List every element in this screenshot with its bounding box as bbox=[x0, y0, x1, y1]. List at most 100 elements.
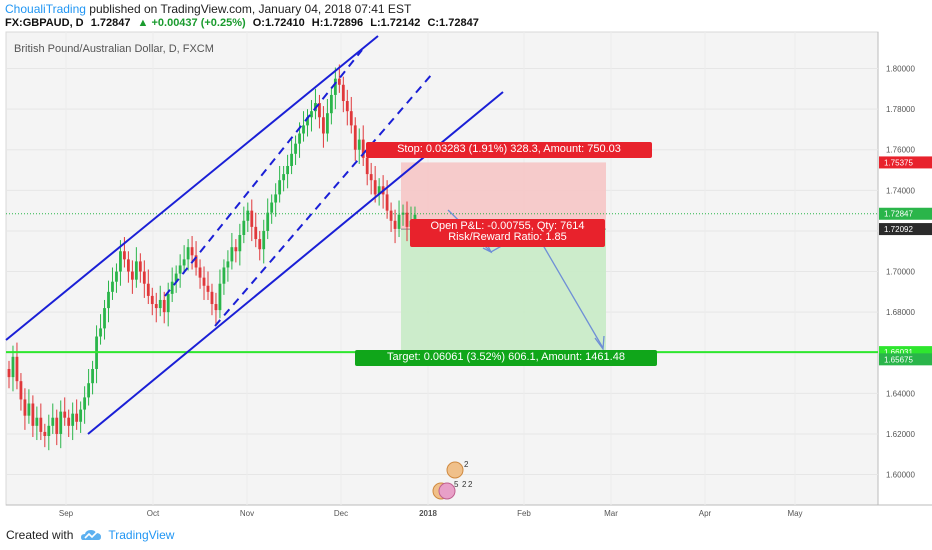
candle-body bbox=[35, 417, 39, 426]
candle-body bbox=[51, 417, 55, 426]
price-chart[interactable]: British Pound/Australian Dollar, D, FXCM… bbox=[0, 0, 932, 522]
candle-body bbox=[75, 413, 79, 422]
candle-body bbox=[326, 113, 329, 134]
candle-body bbox=[306, 117, 309, 126]
candle-body bbox=[345, 101, 349, 112]
candle-body bbox=[349, 111, 353, 126]
candle-body bbox=[318, 103, 321, 118]
x-tick-label: 2018 bbox=[419, 509, 437, 518]
symbol-label: FX:GBPAUD, D bbox=[5, 17, 84, 29]
candle-body bbox=[389, 210, 393, 221]
candle-body bbox=[238, 235, 242, 252]
candle-body bbox=[194, 255, 198, 268]
y-tick-label: 1.60000 bbox=[886, 471, 915, 480]
candle-body bbox=[111, 281, 114, 292]
candle-body bbox=[107, 291, 110, 309]
candle-body bbox=[67, 417, 71, 426]
candle-body bbox=[397, 214, 401, 229]
candle-body bbox=[286, 165, 289, 175]
candle-body bbox=[214, 304, 218, 311]
candle-body bbox=[310, 111, 313, 118]
projection-arrowhead bbox=[594, 335, 605, 351]
candle-body bbox=[413, 214, 417, 221]
candle-body bbox=[230, 247, 234, 262]
price-badge-label: 1.65675 bbox=[884, 355, 913, 364]
candle-body bbox=[290, 153, 293, 166]
y-tick-label: 1.62000 bbox=[886, 430, 915, 439]
candle-body bbox=[138, 261, 142, 272]
candle-body bbox=[15, 356, 19, 382]
x-tick-label: Sep bbox=[59, 509, 74, 518]
candle-body bbox=[182, 259, 186, 266]
candle-body bbox=[365, 157, 369, 175]
candle-body bbox=[123, 251, 126, 260]
candle-body bbox=[55, 417, 59, 434]
symbol-ohlc-line: FX:GBPAUD, D 1.72847 ▲ +0.00437 (+0.25%)… bbox=[5, 17, 479, 29]
candle-body bbox=[39, 417, 43, 432]
candle-body bbox=[222, 267, 226, 284]
candle-body bbox=[127, 259, 130, 272]
candle-body bbox=[250, 210, 254, 227]
candle-body bbox=[154, 304, 158, 309]
candle-body bbox=[91, 368, 94, 384]
price-badge-label: 1.75375 bbox=[884, 158, 913, 167]
candle-body bbox=[23, 399, 27, 416]
price-badge bbox=[879, 223, 932, 236]
x-tick-label: May bbox=[787, 509, 802, 518]
candle-body bbox=[202, 277, 206, 286]
candle-body bbox=[373, 180, 377, 195]
candle-body bbox=[282, 174, 286, 181]
candle-body bbox=[258, 239, 262, 250]
candle-body bbox=[190, 247, 194, 256]
candle-body bbox=[294, 143, 297, 154]
y-tick-label: 1.70000 bbox=[886, 268, 915, 277]
candle-body bbox=[278, 180, 282, 195]
candle-body bbox=[158, 299, 162, 309]
candle-body bbox=[31, 403, 35, 426]
stop-label: Stop: 0.03283 (1.91%) 328.3, Amount: 750… bbox=[397, 143, 621, 155]
candle-body bbox=[7, 368, 11, 378]
price-change: ▲ +0.00437 (+0.25%) bbox=[137, 17, 246, 29]
candle-body bbox=[71, 413, 75, 426]
candle-body bbox=[150, 295, 154, 305]
y-tick-label: 1.80000 bbox=[886, 65, 915, 74]
y-tick-label: 1.76000 bbox=[886, 146, 915, 155]
channel-mid-upper-dashed bbox=[164, 49, 363, 297]
candle-body bbox=[19, 381, 23, 400]
channel-upper-line bbox=[5, 35, 379, 341]
candle-body bbox=[246, 210, 250, 221]
price-badge-label: 1.72092 bbox=[884, 225, 913, 234]
target-label: Target: 0.06061 (3.52%) 606.1, Amount: 1… bbox=[387, 351, 625, 363]
candle-body bbox=[103, 308, 106, 329]
candle-body bbox=[298, 133, 301, 144]
x-tick-label: Mar bbox=[604, 509, 618, 518]
candle-body bbox=[242, 220, 246, 236]
footer: Created with TradingView bbox=[6, 528, 174, 542]
candle-body bbox=[377, 186, 381, 195]
event-flag-icon bbox=[438, 482, 456, 500]
event-count: 2 bbox=[462, 480, 467, 489]
tradingview-logo-icon bbox=[81, 530, 102, 540]
candle-body bbox=[206, 285, 210, 292]
x-tick-label: Oct bbox=[147, 509, 160, 518]
open-pl-label-box bbox=[410, 219, 605, 247]
candle-body bbox=[369, 174, 373, 181]
candle-body bbox=[186, 247, 190, 260]
open-pl-label: Open P&L: -0.00755, Qty: 7614 bbox=[430, 220, 584, 232]
author-link[interactable]: ChoualiTrading bbox=[5, 2, 86, 16]
candle-body bbox=[63, 411, 67, 418]
candle-body bbox=[218, 283, 222, 311]
candle-body bbox=[274, 194, 278, 203]
candle-body bbox=[405, 212, 409, 227]
created-with-text: Created with bbox=[6, 528, 74, 542]
high-value: H:1.72896 bbox=[311, 17, 364, 29]
publish-info: ChoualiTrading published on TradingView.… bbox=[5, 2, 411, 16]
candle-body bbox=[302, 125, 305, 134]
y-tick-label: 1.68000 bbox=[886, 308, 915, 317]
candle-body bbox=[210, 291, 214, 305]
target-zone bbox=[401, 229, 606, 353]
tradingview-brand[interactable]: TradingView bbox=[108, 528, 175, 542]
candle-body bbox=[87, 383, 90, 398]
candle-body bbox=[166, 293, 170, 313]
price-badge bbox=[879, 207, 932, 220]
